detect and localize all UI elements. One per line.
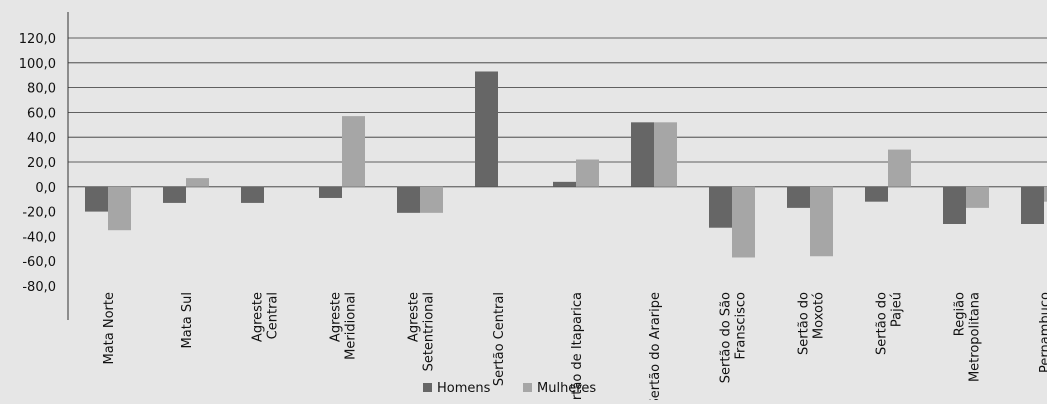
bar-mulheres (732, 186, 755, 258)
y-tick-label: 100,0 (19, 57, 56, 72)
y-tick-label: -40,0 (22, 230, 56, 245)
x-category-label: Sertão Central (492, 292, 507, 386)
x-category-label: Central (266, 292, 281, 339)
x-category-label: Metropolitana (968, 292, 983, 382)
x-category-label: Agreste (407, 292, 422, 342)
bar-homens (865, 186, 888, 202)
bars (85, 71, 1047, 258)
x-category-label: Mata Sul (180, 292, 195, 348)
x-category-label: Agreste (329, 292, 344, 342)
bar-homens (553, 181, 576, 187)
x-category-label: Franscisco (734, 292, 749, 360)
bar-mulheres (576, 159, 599, 187)
bar-homens (943, 186, 966, 224)
x-category-label: Agreste (251, 292, 266, 342)
bar-homens (163, 186, 186, 203)
bar-mulheres (654, 122, 677, 187)
bar-mulheres (420, 186, 443, 213)
legend-label-homens: Homens (437, 381, 491, 396)
legend: Homens Mulheres (423, 381, 596, 396)
y-tick-label: 80,0 (27, 82, 56, 97)
x-category-label: Sertão do (875, 292, 890, 355)
bar-mulheres (810, 186, 833, 257)
x-category-label: Pajeú (890, 292, 905, 327)
bar-homens (631, 122, 654, 187)
bar-mulheres (1044, 186, 1047, 202)
x-category-label: Moxotó (812, 292, 827, 339)
legend-swatch-homens (423, 383, 432, 392)
legend-label-mulheres: Mulheres (537, 381, 596, 396)
bar-mulheres (342, 116, 365, 187)
legend-swatch-mulheres (523, 383, 532, 392)
y-tick-label: 60,0 (27, 106, 56, 121)
y-tick-label: 120,0 (19, 32, 56, 47)
bar-homens (397, 186, 420, 213)
gridlines (68, 37, 1047, 188)
x-category-label: Sertão do Araripe (648, 292, 663, 400)
y-tick-label: -20,0 (22, 206, 56, 221)
x-category-label: Pernambuco (1038, 292, 1047, 373)
x-category-label: Mata Norte (102, 292, 117, 365)
x-category-label: Sertão de Itaparica (570, 292, 585, 400)
x-category-label: Sertão do (797, 292, 812, 355)
y-tick-label: 0,0 (35, 181, 56, 196)
bar-homens (787, 186, 810, 208)
x-category-label: Meridional (344, 292, 359, 360)
x-category-label: Sertão do São (719, 292, 734, 383)
y-tick-label: -60,0 (22, 255, 56, 270)
bar-homens (1021, 186, 1044, 224)
bar-mulheres (186, 178, 209, 187)
y-tick-label: 40,0 (27, 131, 56, 146)
bar-mulheres (108, 186, 131, 231)
bar-homens (475, 71, 498, 187)
bar-homens (85, 186, 108, 212)
bar-homens (709, 186, 732, 228)
x-axis-labels: Mata Norte Mata Sul Agreste Central Agreste M… (102, 292, 1047, 404)
x-category-label: Região (953, 292, 968, 336)
bar-mulheres (888, 149, 911, 187)
bar-homens (241, 186, 264, 203)
y-axis-ticks: -80,0 -60,0 -40,0 -20,0 0,0 20,0 40,0 60,0 80,0 1… (19, 32, 56, 295)
y-tick-label: -80,0 (22, 280, 56, 295)
bar-mulheres (966, 186, 989, 208)
y-tick-label: 20,0 (27, 156, 56, 171)
x-category-label: Setentrional (422, 292, 437, 371)
bar-homens (319, 186, 342, 198)
